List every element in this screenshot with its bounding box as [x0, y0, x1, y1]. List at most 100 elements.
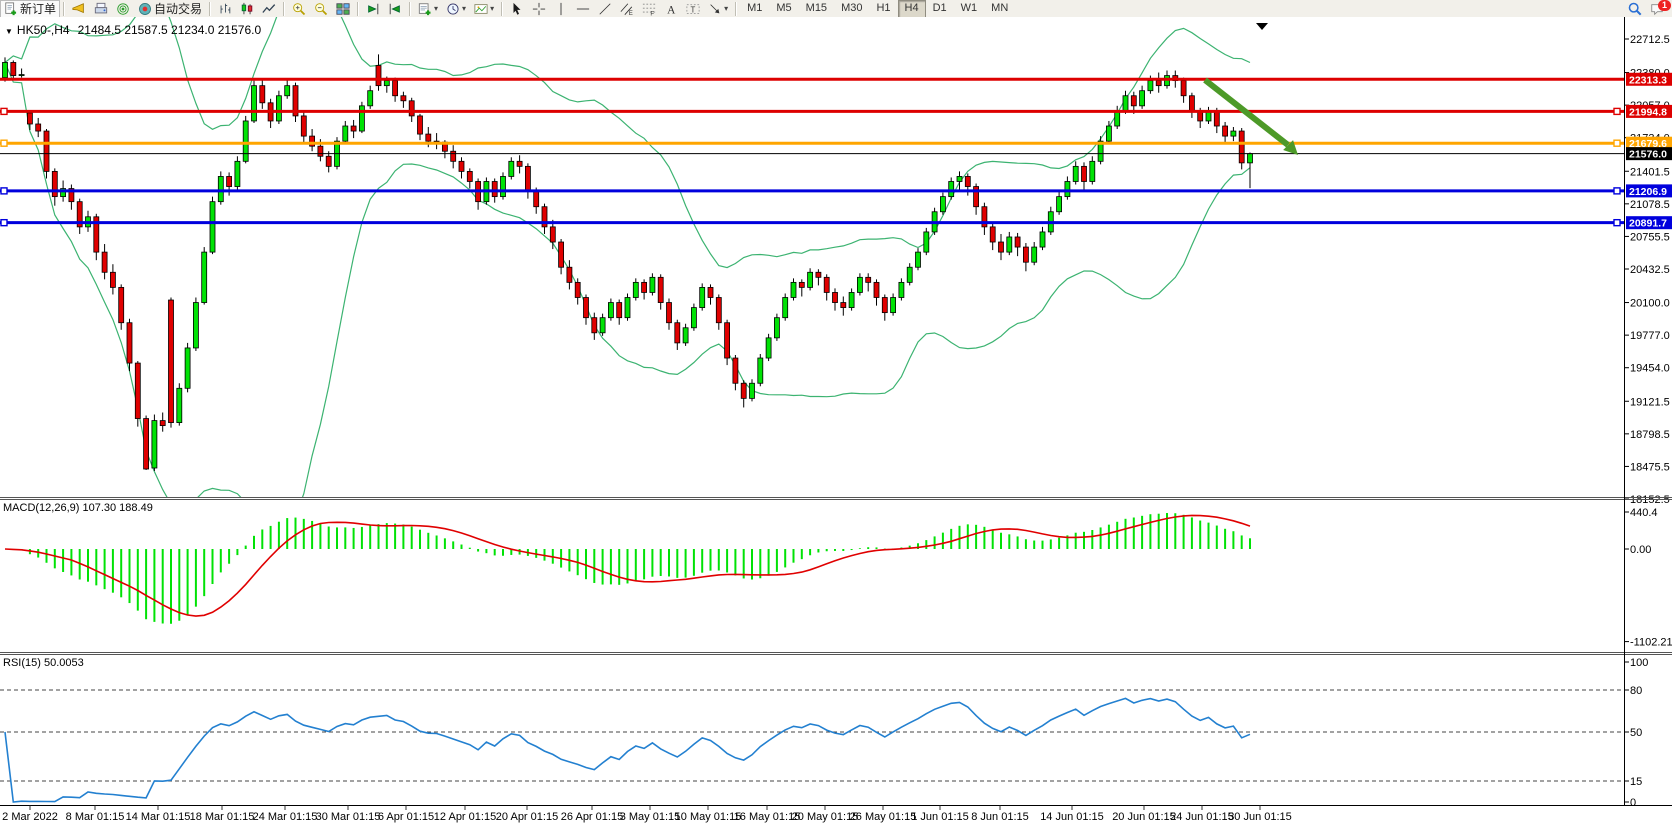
chart-symbol-period: HK50-,H4 [16, 23, 70, 37]
arrows-button[interactable]: ▾ [704, 0, 732, 18]
svg-text:16 May 01:15: 16 May 01:15 [734, 811, 801, 823]
trend-arrow[interactable] [1203, 77, 1298, 155]
timeframe-d1-button[interactable]: D1 [932, 1, 947, 14]
price-axis[interactable]: 22712.522380.022057.021734.021401.521078… [1624, 34, 1670, 506]
vline-button[interactable] [550, 0, 572, 18]
text-button[interactable]: A [660, 0, 682, 18]
autotrading-icon [138, 2, 152, 16]
channel-button[interactable]: E [616, 0, 638, 18]
svg-text:0: 0 [1630, 797, 1636, 809]
clock-button[interactable]: ▾ [442, 0, 470, 18]
price-level-21206.9[interactable]: 21206.9 [0, 184, 1672, 198]
price-level-22313.3[interactable]: 22313.3 [0, 72, 1672, 87]
autoscroll-icon [366, 2, 380, 16]
timeframe-mn-button[interactable]: MN [991, 1, 1009, 14]
timeframe-m1-button[interactable]: M1 [747, 1, 763, 14]
chat-button[interactable]: 1 [1646, 0, 1671, 18]
crosshair-button[interactable] [528, 0, 550, 18]
chevron-down-icon[interactable]: ▾ [724, 4, 729, 13]
timeframe-w1-button[interactable]: W1 [960, 1, 978, 14]
autoscroll-button[interactable] [362, 0, 384, 18]
chart-area[interactable]: 22712.522380.022057.021734.021401.521078… [0, 17, 1672, 826]
chevron-down-icon[interactable]: ▾ [434, 4, 439, 13]
svg-text:21401.5: 21401.5 [1630, 166, 1670, 178]
svg-text:8 Mar 01:15: 8 Mar 01:15 [66, 811, 125, 823]
rsi-axis[interactable]: 100 80 50 15 0 [1624, 657, 1648, 809]
broadcast-button[interactable] [112, 0, 134, 18]
svg-text:30 Jun 01:15: 30 Jun 01:15 [1228, 811, 1292, 823]
crosshair-icon [532, 2, 546, 16]
horn-button[interactable] [68, 0, 90, 18]
line-chart-button[interactable] [258, 0, 280, 18]
svg-text:18 Mar 01:15: 18 Mar 01:15 [190, 811, 255, 823]
bars-chart-button[interactable] [214, 0, 236, 18]
notification-badge: 1 [1658, 0, 1671, 11]
new-chart-button[interactable]: ▾ [414, 0, 442, 18]
template-button[interactable]: ▾ [470, 0, 498, 18]
zoom-in-icon [292, 2, 306, 16]
svg-text:-1102.21: -1102.21 [1630, 637, 1672, 649]
toolbar: 新订单 自动交易 ▾ ▾ ▾ E F A T ▾ M1 M5 M15 M30 H1 H4 D1 W1 MN 1 [0, 0, 1672, 18]
svg-text:19454.0: 19454.0 [1630, 363, 1670, 375]
svg-text:21078.5: 21078.5 [1630, 199, 1670, 211]
text-label-button[interactable]: T [682, 0, 704, 18]
trendline-button[interactable] [594, 0, 616, 18]
macd-axis[interactable]: 440.4 0.00 -1102.21 [1624, 507, 1672, 649]
svg-text:T: T [691, 5, 696, 14]
chevron-down-icon[interactable]: ▼ [5, 27, 13, 36]
chart-canvas[interactable]: 22712.522380.022057.021734.021401.521078… [0, 17, 1672, 826]
svg-text:14 Mar 01:15: 14 Mar 01:15 [126, 811, 191, 823]
svg-text:0.00: 0.00 [1630, 544, 1651, 556]
hline-button[interactable] [572, 0, 594, 18]
timeframe-m30-button[interactable]: M30 [841, 1, 863, 14]
tiles-button[interactable] [332, 0, 354, 18]
svg-text:2 Mar 2022: 2 Mar 2022 [2, 811, 58, 823]
svg-text:21576.0: 21576.0 [1629, 149, 1667, 161]
price-level-21576.0[interactable]: 21576.0 [0, 147, 1672, 161]
candles[interactable] [2, 54, 1253, 472]
new-order-button[interactable]: 新订单 [0, 0, 61, 18]
search-button[interactable] [1624, 0, 1646, 18]
macd-label: MACD(12,26,9) 107.30 188.49 [3, 502, 153, 514]
svg-text:440.4: 440.4 [1630, 507, 1658, 519]
toolbar-separator [283, 1, 286, 16]
svg-text:20 Jun 01:15: 20 Jun 01:15 [1112, 811, 1176, 823]
zoom-in-button[interactable] [288, 0, 310, 18]
fibonacci-button[interactable]: F [638, 0, 660, 18]
svg-text:1 Jun 01:15: 1 Jun 01:15 [911, 811, 969, 823]
toolbar-separator [501, 1, 504, 16]
zoom-out-button[interactable] [310, 0, 332, 18]
bollinger-bands [4, 17, 1251, 497]
template-icon [474, 2, 488, 16]
price-level-20891.7[interactable]: 20891.7 [0, 216, 1672, 230]
printer-button[interactable] [90, 0, 112, 18]
price-level-21679.6[interactable]: 21679.6 [0, 136, 1672, 151]
hline-icon [576, 2, 590, 16]
time-axis[interactable]: 2 Mar 2022 8 Mar 01:15 14 Mar 01:15 18 Mar … [2, 805, 1292, 824]
chevron-down-icon[interactable]: ▾ [490, 4, 495, 13]
autotrading-button[interactable]: 自动交易 [134, 0, 206, 18]
text-label-icon: T [686, 2, 700, 16]
svg-text:3 May 01:15: 3 May 01:15 [620, 811, 681, 823]
chart-shift-marker[interactable] [1256, 23, 1268, 30]
chevron-down-icon[interactable]: ▾ [462, 4, 467, 13]
timeframe-m5-button[interactable]: M5 [776, 1, 792, 14]
svg-text:10 May 01:15: 10 May 01:15 [675, 811, 742, 823]
svg-text:30 Mar 01:15: 30 Mar 01:15 [316, 811, 381, 823]
chart-shift-button[interactable] [384, 0, 406, 18]
svg-text:50: 50 [1630, 727, 1642, 739]
timeframe-h4-button[interactable]: H4 [897, 0, 926, 18]
cursor-button[interactable] [506, 0, 528, 18]
svg-text:24 Jun 01:15: 24 Jun 01:15 [1170, 811, 1234, 823]
svg-text:22313.3: 22313.3 [1629, 74, 1667, 86]
svg-text:8 Jun 01:15: 8 Jun 01:15 [971, 811, 1029, 823]
svg-text:20755.5: 20755.5 [1630, 231, 1670, 243]
toolbar-separator [209, 1, 212, 16]
timeframe-h1-button[interactable]: H1 [876, 1, 891, 14]
price-level-21994.8[interactable]: 21994.8 [0, 104, 1672, 119]
svg-text:15: 15 [1630, 776, 1642, 788]
new-order-icon [4, 1, 18, 16]
timeframe-m15-button[interactable]: M15 [805, 1, 828, 14]
candles-chart-button[interactable] [236, 0, 258, 18]
